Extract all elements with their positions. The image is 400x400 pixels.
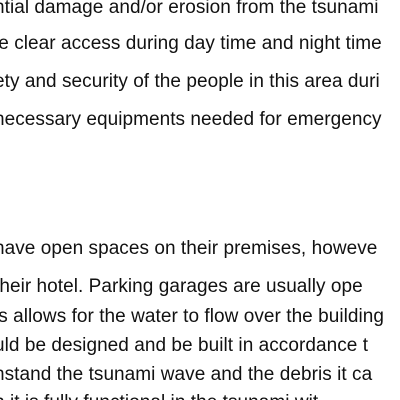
text-line: have open spaces on their premises, howe… [0,238,378,259]
text-line: uld be designed and be built in accordan… [0,335,369,356]
text-line: hstand the tsunami wave and the debris i… [0,364,373,385]
text-line: ety and security of the people in this a… [0,71,380,92]
text-line: n it is fully functional in the tsunami … [0,392,318,400]
text-line: ntial damage and/or erosion from the tsu… [0,0,379,18]
text-line: le clear access during day time and nigh… [0,33,382,54]
text-line: their hotel. Parking garages are usually… [0,276,363,297]
text-line: necessary equipments needed for emergenc… [0,109,382,130]
text-line: is allows for the water to flow over the… [0,306,385,327]
